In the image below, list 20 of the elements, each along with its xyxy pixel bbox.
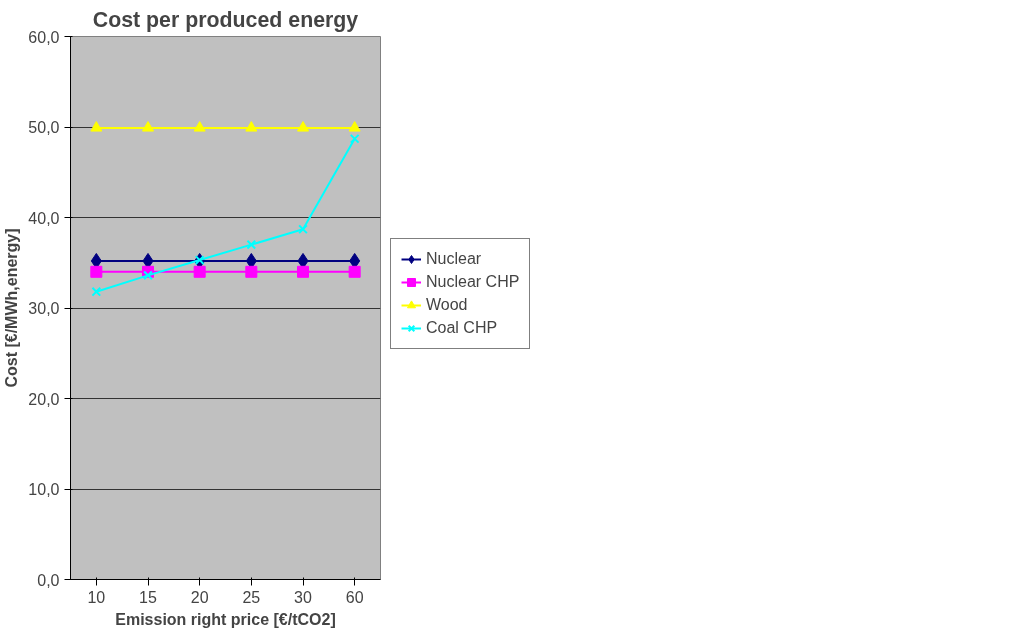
x-tick-label: 60: [345, 588, 364, 606]
legend-label: Nuclear: [426, 250, 482, 268]
x-tick-label: 20: [190, 588, 209, 606]
chart-title: Cost per produced energy: [92, 7, 359, 32]
y-axis-title: Cost [€/MWh,energy]: [3, 228, 21, 388]
x-axis-title: Emission right price [€/tCO2]: [115, 610, 336, 628]
x-tick-label: 25: [242, 588, 261, 606]
legend-label: Wood: [426, 296, 468, 314]
y-tick-label: 20,0: [28, 390, 60, 408]
x-tick-label: 15: [139, 588, 157, 606]
legend-label: Coal CHP: [426, 319, 498, 337]
x-tick-label: 10: [87, 588, 106, 606]
y-tick-label: 60,0: [28, 28, 60, 46]
y-tick-label: 0,0: [37, 571, 60, 589]
y-tick-label: 40,0: [28, 209, 60, 227]
x-tick-label: 30: [294, 588, 312, 606]
y-tick-label: 10,0: [28, 481, 60, 498]
y-tick-label: 30,0: [28, 300, 60, 317]
legend-label: Nuclear CHP: [426, 273, 520, 291]
y-tick-label: 50,0: [28, 119, 60, 136]
